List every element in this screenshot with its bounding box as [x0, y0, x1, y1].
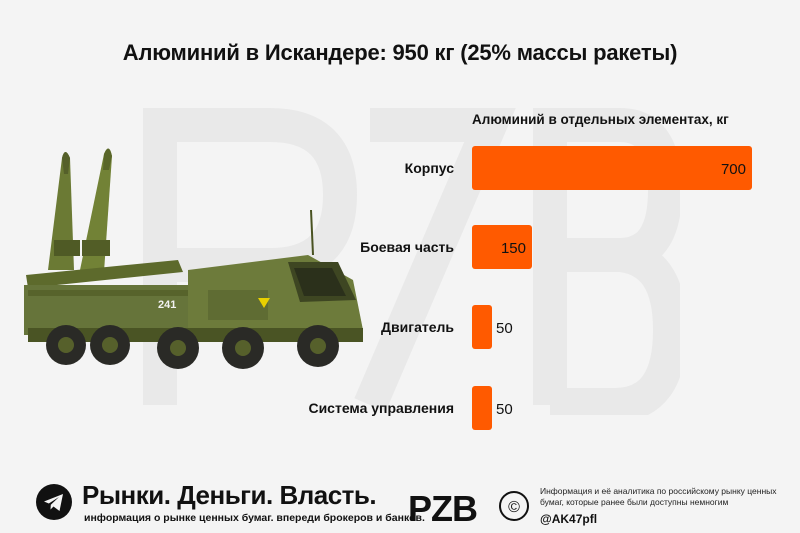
page-title: Алюминий в Искандере: 950 кг (25% массы …: [122, 40, 678, 65]
chart-subtitle: Алюминий в отдельных элементах, кг: [472, 112, 729, 127]
missile-left: [48, 152, 80, 270]
emblem-icon: [258, 298, 270, 308]
value-label: 50: [496, 320, 513, 337]
bar-2: [472, 305, 492, 349]
missile-right: [80, 148, 112, 272]
bar-3: [472, 386, 492, 430]
footer-handle-link[interactable]: @AK47pfl: [540, 512, 598, 526]
logo-text: PZB: [408, 488, 477, 528]
bar-1: [472, 225, 532, 269]
pzb-logo: PZB ©: [408, 488, 529, 528]
category-label: Двигатель: [381, 319, 454, 335]
value-label: 700: [721, 161, 746, 178]
footer-info-text: Информация и её аналитика по российскому…: [540, 486, 777, 507]
vehicle-number: 241: [158, 299, 176, 311]
iskander-launcher-image: 241: [24, 148, 363, 369]
category-label: Система управления: [308, 400, 454, 416]
telegram-icon[interactable]: [36, 484, 72, 520]
brand-tagline: информация о рынке ценных бумаг. впереди…: [84, 512, 425, 524]
value-label: 50: [496, 401, 513, 418]
value-label: 150: [501, 240, 526, 257]
brand-name: Рынки. Деньги. Власть.: [82, 480, 377, 510]
copyright-symbol: ©: [508, 499, 520, 516]
bar-0: [472, 146, 752, 190]
category-label: Корпус: [405, 160, 455, 176]
